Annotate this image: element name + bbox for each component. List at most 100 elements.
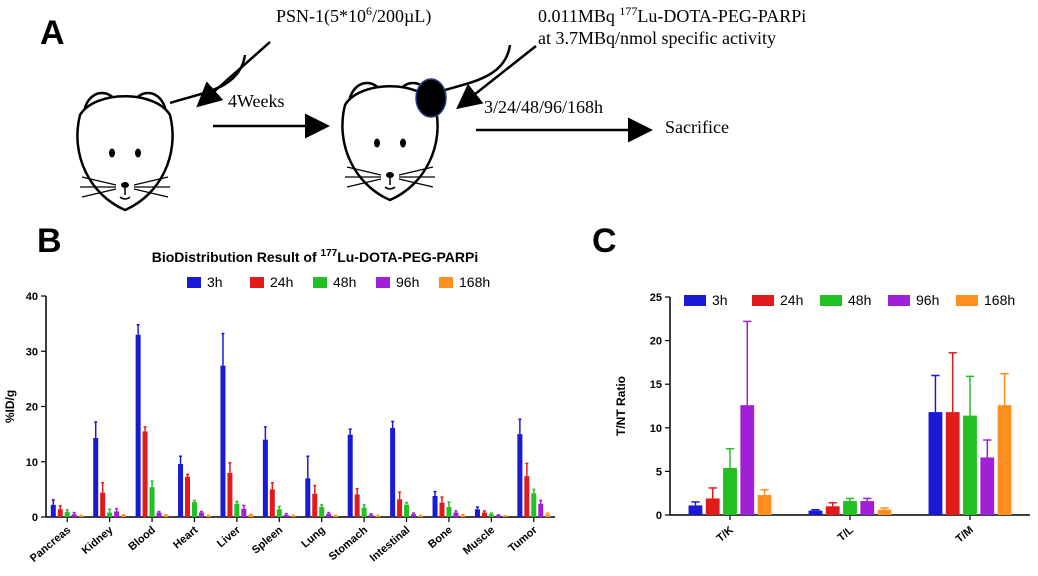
bar-Muscle-3h [474,509,480,517]
bar-Muscle-48h [488,514,494,517]
panel-b-label: B [37,222,62,260]
y-axis-label: %ID/g [3,390,17,423]
bar-T/K-96h [740,405,755,515]
bar-T/L-48h [843,501,857,515]
bar-Liver-48h [234,503,240,517]
bar-Blood-168h [163,515,169,517]
y-tick-label: 10 [26,457,38,469]
legend-label-168h: 168h [984,292,1015,308]
panel-c-label: C [592,222,617,260]
x-tick-label-Bone: Bone [426,524,455,551]
bar-T/M-48h [963,415,977,515]
bar-Tumor-3h [517,434,523,517]
bar-Blood-24h [142,431,148,517]
y-tick-label: 30 [26,346,38,358]
bar-T/L-168h [877,509,892,515]
dose-line-2: at 3.7MBq/nmol specific activity [538,28,776,48]
bar-Kidney-168h [121,515,127,517]
bar-Kidney-96h [114,511,120,517]
legend-swatch-48h [820,295,842,306]
x-tick-label-Heart: Heart [171,524,201,551]
injection-text: PSN-1(5*106/200µL) [276,4,431,27]
bar-T/L-3h [808,510,823,515]
bar-Tumor-48h [531,493,537,517]
bar-T/M-96h [980,457,995,515]
bar-Tumor-24h [524,476,530,517]
bar-Intestinal-168h [417,515,423,517]
x-tick-label-Stomach: Stomach [327,524,371,563]
legend-swatch-96h [888,295,910,306]
bar-Lung-168h [333,515,339,517]
bar-Lung-48h [319,507,325,517]
dose-arrow [456,45,537,110]
bar-Pancreas-48h [64,512,70,517]
legend-label-24h: 24h [270,274,293,290]
bar-Spleen-168h [290,515,296,517]
legend-label-3h: 3h [712,292,728,308]
x-tick-label-Kidney: Kidney [80,524,116,557]
bar-Bone-24h [439,502,445,517]
biodistribution-chart: BioDistribution Result of 177Lu-DOTA-PEG… [3,248,555,565]
y-tick-label: 20 [26,402,38,414]
x-tick-label-T/L: T/L [836,524,857,544]
mouse-before [76,53,247,212]
x-tick-label-Intestinal: Intestinal [368,524,413,564]
x-tick-label-T/K: T/K [715,524,736,545]
y-tick-label: 40 [26,291,38,303]
chart-title: BioDistribution Result of 177Lu-DOTA-PEG… [152,248,478,265]
x-tick-label-T/M: T/M [954,524,976,545]
bar-T/L-24h [825,506,840,515]
bar-Intestinal-3h [390,428,396,517]
bar-Pancreas-24h [57,509,63,517]
legend-swatch-24h [250,277,264,288]
bar-Bone-3h [432,496,438,517]
bar-Heart-3h [178,463,184,517]
bar-Heart-24h [184,476,191,517]
bar-Blood-3h [135,334,141,517]
x-tick-label-Spleen: Spleen [250,524,286,557]
bar-Stomach-3h [347,434,353,517]
legend-swatch-48h [313,277,327,288]
bar-Liver-168h [248,514,254,517]
bar-T/M-168h [997,405,1012,515]
tumor-mark [415,78,447,118]
bar-Kidney-48h [107,512,113,517]
bar-Spleen-96h [283,514,289,517]
bar-Spleen-3h [262,439,268,517]
bar-Liver-3h [220,365,226,517]
panel-a-label: A [40,14,65,52]
bar-Intestinal-96h [410,514,417,517]
bar-T/L-96h [860,501,875,515]
legend-label-96h: 96h [916,292,939,308]
bar-Stomach-48h [361,507,367,517]
bar-Kidney-3h [93,437,99,517]
bar-T/M-24h [945,412,960,515]
legend-label-24h: 24h [780,292,803,308]
timepoints-text: 3/24/48/96/168h [484,97,603,117]
y-tick-label: 15 [650,379,662,391]
bar-Heart-96h [198,512,204,517]
x-tick-label-Blood: Blood [126,524,158,553]
legend-swatch-168h [439,277,453,288]
y-tick-label: 0 [32,512,38,524]
y-tick-label: 20 [650,336,662,348]
bar-Intestinal-48h [404,504,410,517]
bar-T/K-3h [688,505,703,515]
bar-Lung-96h [326,513,332,517]
interval-text: 4Weeks [228,91,285,111]
y-axis-label: T/NT Ratio [614,376,628,436]
bar-Heart-168h [205,515,211,517]
ratio-chart: 3h 24h 48h 96h 168h 0 5 10 15 20 25 T/NT Ratio T/K T/… [614,292,1030,545]
bar-Bone-96h [453,512,459,517]
bar-Bone-168h [460,515,466,517]
legend-label-48h: 48h [333,274,356,290]
bar-Stomach-168h [375,515,381,517]
x-tick-label-Muscle: Muscle [461,524,497,557]
mouse-after [341,43,512,202]
bar-Blood-48h [149,487,155,517]
x-tick-label-Pancreas: Pancreas [28,524,73,565]
bar-Blood-96h [156,512,162,517]
dose-line-1: 0.011MBq 177Lu-DOTA-PEG-PARPi [538,4,806,26]
legend-label-3h: 3h [207,274,223,290]
